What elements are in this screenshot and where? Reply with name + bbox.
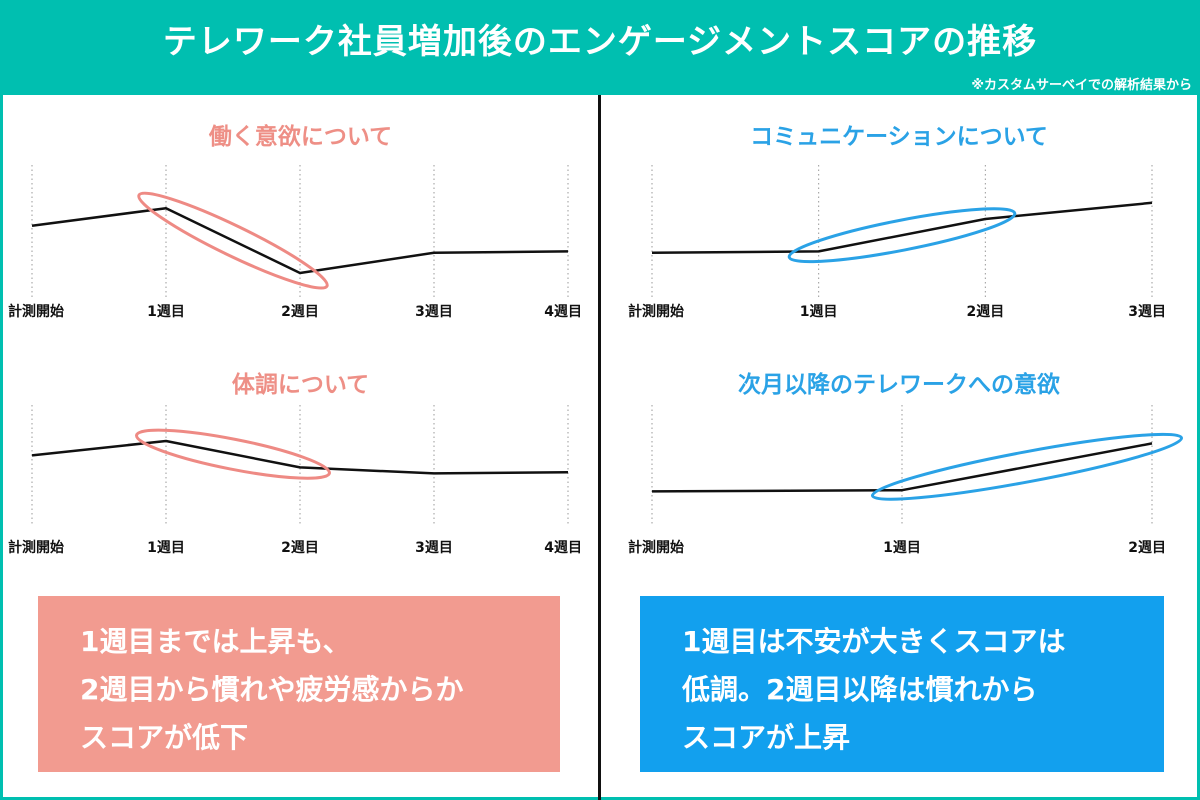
tick-label-2: 2週目 (281, 304, 319, 320)
tick-label-3: 3週目 (415, 540, 453, 556)
series-line (31, 206, 569, 275)
center-divider (598, 95, 601, 800)
chart-telework-motivation: 計測開始 1週目 2週目 (628, 405, 1184, 556)
tick-label-2: 2週目 (1128, 540, 1166, 556)
tick-label-3: 3週目 (415, 304, 453, 320)
frame-left-border (0, 95, 3, 800)
tick-label-2: 2週目 (966, 304, 1004, 320)
source-note: ※カスタムサーベイでの解析結果から (971, 78, 1192, 93)
tick-label-2: 2週目 (281, 540, 319, 556)
tick-label-4: 4週目 (544, 304, 582, 320)
series-line (651, 442, 1153, 493)
summary-left-line-2: 2週目から慣れや疲労感からか (80, 673, 464, 706)
tick-label-0: 計測開始 (8, 303, 64, 320)
series-line (651, 201, 1153, 254)
summary-box-left: 1週目までは上昇も、 2週目から慣れや疲労感からか スコアが低下 (38, 596, 560, 772)
tick-label-0: 計測開始 (628, 303, 684, 320)
chart-work-motivation: 計測開始 1週目 2週目 3週目 4週目 (8, 165, 582, 320)
tick-label-4: 4週目 (544, 540, 582, 556)
frame-right-border (1197, 95, 1200, 800)
chart-communication: 計測開始 1週目 2週目 3週目 (628, 165, 1166, 320)
tick-label-3: 3週目 (1128, 304, 1166, 320)
summary-box-right: 1週目は不安が大きくスコアは 低調。2週目以降は慣れから スコアが上昇 (640, 596, 1164, 772)
highlight-ellipse (137, 191, 329, 290)
chart-physical-condition: 計測開始 1週目 2週目 3週目 4週目 (8, 405, 582, 556)
highlight-ellipse (870, 432, 1184, 501)
chart-title-telework-motivation: 次月以降のテレワークへの意欲 (738, 372, 1060, 398)
series-line (31, 439, 569, 475)
page-title: テレワーク社員増加後のエンゲージメントスコアの推移 (162, 22, 1038, 62)
chart-title-physical-condition: 体調について (231, 372, 370, 398)
chart-title-communication: コミュニケーションについて (750, 124, 1048, 150)
highlight-ellipse (787, 207, 1017, 264)
chart-title-work-motivation: 働く意欲について (208, 124, 393, 150)
highlight-ellipse (135, 428, 331, 480)
summary-right-line-1: 1週目は不安が大きくスコアは (682, 625, 1066, 658)
summary-left-line-3: スコアが低下 (80, 721, 249, 754)
summary-right-line-3: スコアが上昇 (682, 721, 851, 754)
header-banner: テレワーク社員増加後のエンゲージメントスコアの推移 ※カスタムサーベイでの解析結… (0, 0, 1200, 95)
tick-label-1: 1週目 (147, 304, 185, 320)
summary-right-line-2: 低調。2週目以降は慣れから (682, 673, 1038, 706)
tick-label-0: 計測開始 (8, 539, 64, 556)
tick-label-1: 1週目 (883, 540, 921, 556)
tick-label-1: 1週目 (800, 304, 838, 320)
tick-label-1: 1週目 (147, 540, 185, 556)
summary-left-line-1: 1週目までは上昇も、 (80, 625, 351, 658)
tick-label-0: 計測開始 (628, 539, 684, 556)
